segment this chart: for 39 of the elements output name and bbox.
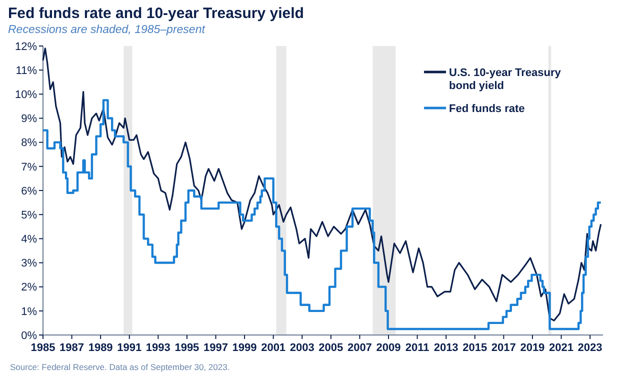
- y-tick-label: 12%: [14, 40, 38, 53]
- x-tick-label: 2013: [434, 342, 458, 354]
- chart-subtitle: Recessions are shaded, 1985–present: [8, 24, 206, 36]
- x-tick-label: 2015: [462, 342, 488, 354]
- y-tick-label: 2%: [21, 282, 38, 294]
- x-tick-label: 1995: [174, 342, 200, 354]
- x-tick-label: 1991: [117, 342, 142, 354]
- y-tick-label: 7%: [21, 161, 38, 174]
- legend-label: U.S. 10-year Treasury bond yield: [449, 66, 562, 92]
- y-tick-label: 10%: [14, 89, 38, 102]
- legend-label: Fed funds rate: [449, 102, 525, 115]
- y-tick-label: 3%: [21, 258, 38, 270]
- source-note: Source: Federal Reserve. Data as of September 30, 2023.: [10, 362, 230, 372]
- y-tick-label: 1%: [21, 306, 38, 318]
- x-tick-label: 2023: [578, 342, 602, 354]
- y-tick-label: 0%: [21, 330, 38, 342]
- y-tick-label: 8%: [21, 137, 38, 150]
- x-tick-label: 2017: [491, 342, 516, 354]
- x-tick-label: 2021: [549, 342, 574, 354]
- x-tick-label: 2005: [318, 342, 344, 354]
- x-tick-label: 1993: [146, 342, 170, 354]
- x-tick-label: 1997: [204, 342, 228, 354]
- y-tick-label: 9%: [21, 113, 38, 126]
- x-tick-label: 2007: [347, 342, 372, 354]
- x-tick-label: 2019: [520, 342, 545, 354]
- y-tick-label: 4%: [21, 234, 38, 246]
- line-series: [42, 48, 602, 322]
- y-tick-label: 11%: [16, 64, 38, 77]
- x-tick-label: 2003: [290, 342, 314, 354]
- chart-title: Fed funds rate and 10-year Treasury yield: [8, 5, 304, 22]
- x-tick-label: 1999: [232, 342, 257, 354]
- x-tick-label: 2011: [405, 342, 430, 354]
- x-tick-label: 2001: [261, 342, 286, 354]
- x-tick-label: 1985: [30, 342, 56, 354]
- x-tick-label: 1987: [60, 342, 84, 354]
- y-tick-label: 5%: [21, 209, 38, 222]
- y-tick-label: 6%: [21, 185, 38, 198]
- x-tick-label: 2009: [376, 342, 401, 354]
- x-tick-label: 1989: [88, 342, 113, 354]
